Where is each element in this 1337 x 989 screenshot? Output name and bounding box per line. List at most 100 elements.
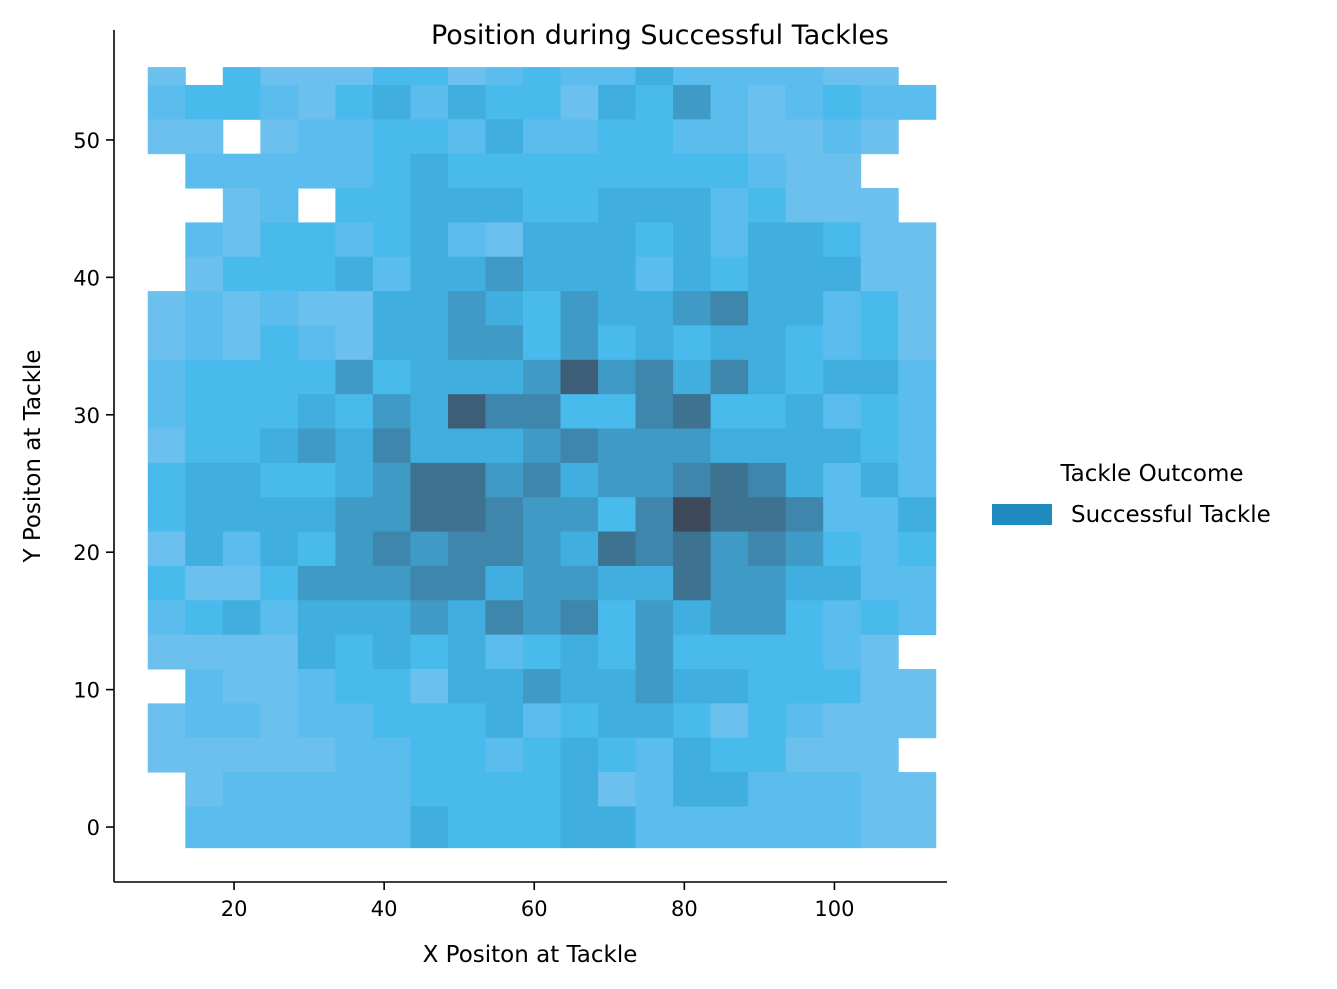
heatmap-cell [860,600,899,636]
heatmap-cell [447,737,486,773]
heatmap-cell [673,222,712,258]
heatmap-cell [523,325,562,361]
heatmap-cell [635,634,674,670]
heatmap-cell [823,428,862,464]
heatmap-cell [898,84,937,120]
heatmap-cell [447,325,486,361]
heatmap-cell [673,359,712,395]
heatmap-cell [560,703,599,739]
heatmap-cell [485,188,524,223]
y-tick-label: 50 [73,129,100,153]
heatmap-cell [748,634,787,670]
heatmap-cell [447,703,486,739]
heatmap-cell [410,394,449,430]
heatmap-cell [222,806,261,849]
heatmap-cell [447,359,486,395]
heatmap-cell [185,119,224,155]
heatmap-cell [560,806,599,849]
heatmap-cell [297,394,336,430]
heatmap-cell [447,291,486,326]
heatmap-cell [297,67,336,86]
heatmap-cell [372,669,411,704]
legend: Tackle Outcome Successful Tackle [992,461,1271,528]
heatmap-cell [598,84,637,120]
heatmap-cell [560,531,599,567]
heatmap-cell [485,737,524,773]
heatmap-cell [335,737,374,773]
heatmap-cell [485,772,524,807]
heatmap-cell [898,772,937,807]
heatmap-cell [710,119,749,155]
heatmap-cell [297,153,336,189]
heatmap-cell [147,634,186,670]
heatmap-cell [447,462,486,498]
heatmap-cell [485,119,524,155]
heatmap-cell [410,497,449,533]
heatmap-cell [447,772,486,807]
heatmap-cell [447,188,486,223]
heatmap-cell [260,737,299,773]
heatmap-cell [785,84,824,120]
heatmap-cell [410,359,449,395]
heatmap-cell [222,462,261,498]
heatmap-cell [785,565,824,601]
heatmap-cell [335,634,374,670]
heatmap-cell [598,119,637,155]
heatmap-cell [673,188,712,223]
heatmap-cell [297,428,336,464]
heatmap-cell [710,256,749,292]
heatmap-cell [673,497,712,533]
heatmap-cell [297,565,336,601]
heatmap-cell [860,325,899,361]
heatmap-cell [260,600,299,636]
heatmap-cell [860,565,899,601]
heatmap-cell [560,359,599,395]
heatmap-cell [635,565,674,601]
heatmap-cell [523,806,562,849]
heatmap-cell [673,394,712,430]
heatmap-cell [710,222,749,258]
heatmap-cell [410,119,449,155]
heatmap-cell [785,634,824,670]
heatmap-cell [372,428,411,464]
heatmap-cell [673,703,712,739]
heatmap-cell [447,428,486,464]
heatmap-cell [222,67,261,86]
heatmap-cell [560,497,599,533]
heatmap-cell [523,772,562,807]
heatmap-cell [785,325,824,361]
heatmap-cell [260,634,299,670]
legend-swatch [992,504,1052,525]
heatmap-cell [297,359,336,395]
heatmap-cell [523,669,562,704]
heatmap-cell [785,462,824,498]
heatmap-cell [485,84,524,120]
heatmap-cell [297,634,336,670]
heatmap-cell [860,119,899,155]
heatmap-cell [860,291,899,326]
heatmap-cell [222,359,261,395]
heatmap-cell [147,703,186,739]
heatmap-cell [823,188,862,223]
heatmap-cell [297,462,336,498]
heatmap-cell [523,531,562,567]
heatmap-cell [710,600,749,636]
heatmap-cell [560,84,599,120]
heatmap-cell [523,359,562,395]
heatmap-cell [710,634,749,670]
heatmap-cell [410,67,449,86]
heatmap-cell [710,772,749,807]
heatmap-cell [260,359,299,395]
heatmap-cell [748,772,787,807]
heatmap-cell [635,428,674,464]
heatmap-cell [297,737,336,773]
heatmap-cell [260,428,299,464]
axes [113,30,947,883]
heatmap-cell [560,669,599,704]
heatmap-cell [185,806,224,849]
heatmap-cell [297,84,336,120]
heatmap-cell [335,325,374,361]
heatmap-cell [372,359,411,395]
heatmap-cell [485,67,524,86]
heatmap-cell [560,737,599,773]
